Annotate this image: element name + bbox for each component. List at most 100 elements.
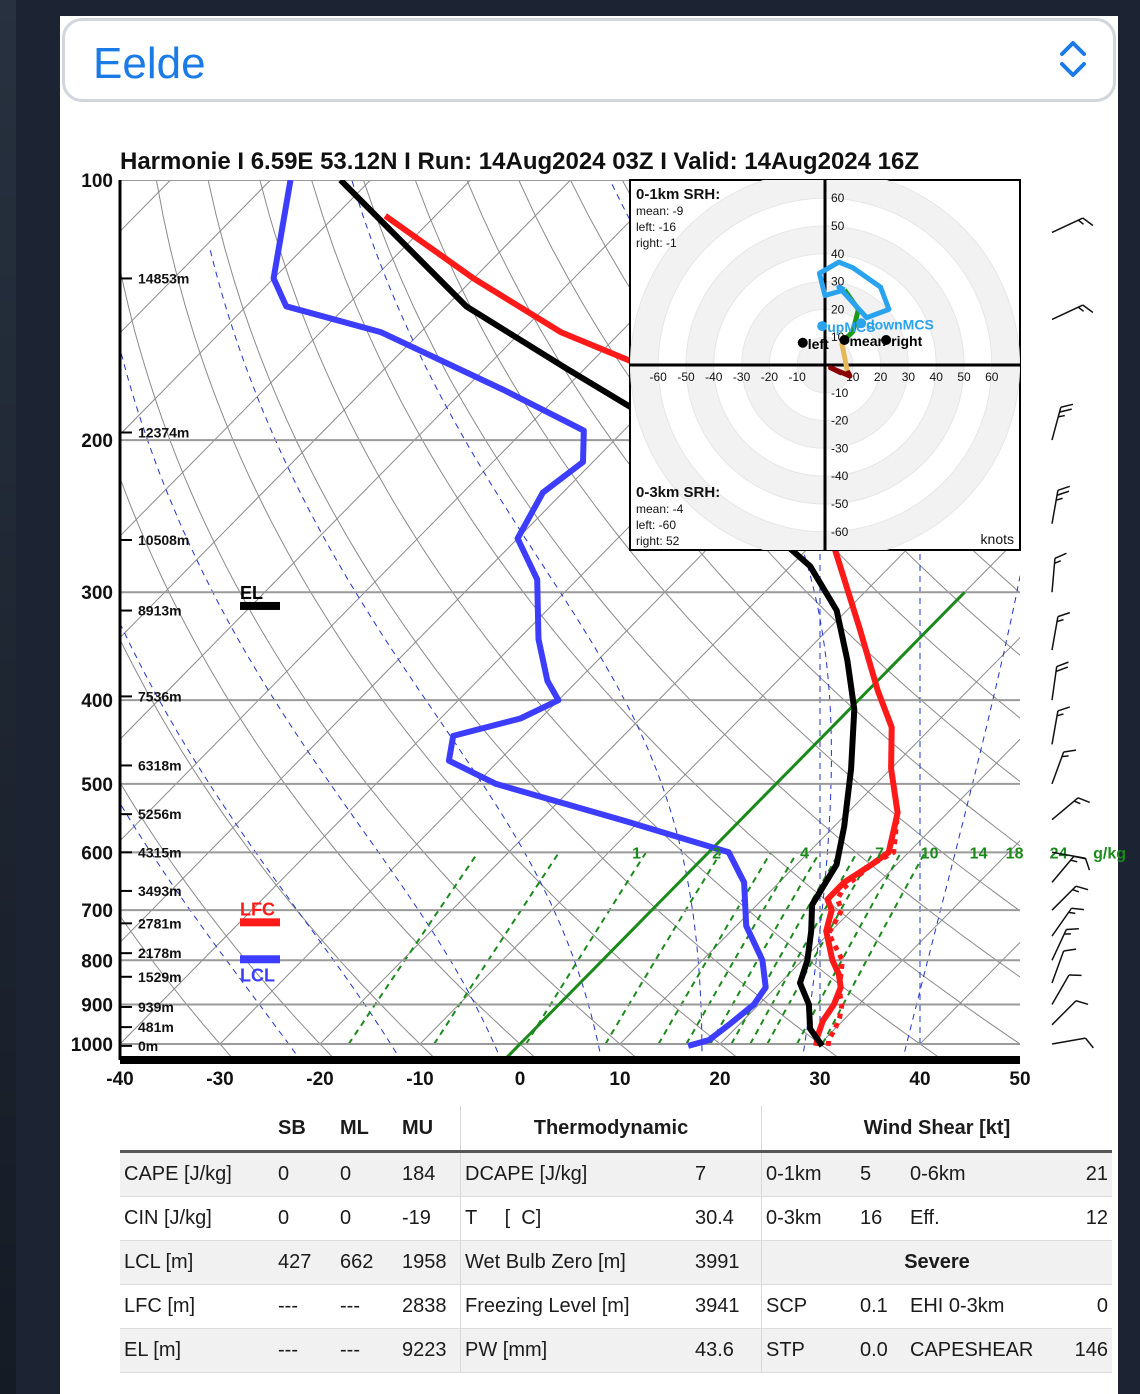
isotherm (419, 433, 1020, 1045)
pressure-tick-label: 400 (81, 691, 113, 712)
col-header-thermodynamic: Thermodynamic (460, 1106, 762, 1152)
pressure-tick-label: 100 (81, 171, 113, 192)
table-row: LCL [m] 427 662 1958 Wet Bulb Zero [m] 3… (120, 1240, 1112, 1285)
hodograph-u-tick: -20 (761, 370, 779, 384)
wind-barb (1051, 217, 1094, 234)
dry-adiabat (120, 638, 438, 1060)
mixing-ratio-line (525, 851, 647, 1045)
table-row: CIN [J/kg] 0 0 -19 T [ C] 30.4 0-3km 16 … (120, 1196, 1112, 1241)
dry-adiabat (1036, 180, 1140, 1062)
isotherm (120, 180, 471, 537)
dry-adiabat (120, 781, 337, 1060)
hodograph-u-tick: -50 (677, 370, 695, 384)
hodograph-v-tick: -30 (831, 441, 849, 455)
x-tick-label: 20 (709, 1069, 730, 1090)
srh-0-1km-right: right: -1 (636, 236, 677, 250)
table-row: EL [m] --- --- 9223 PW [mm] 43.6 STP 0.0… (120, 1328, 1112, 1373)
hodograph-v-tick: 30 (831, 275, 845, 289)
mixing-ratio-line (709, 851, 821, 1045)
dry-adiabat (414, 180, 1020, 912)
table-header-row: SB ML MU Thermodynamic Wind Shear [kt] (120, 1106, 1112, 1152)
isotherm (120, 180, 771, 842)
isotherm (120, 180, 571, 639)
hodograph-u-tick: -60 (650, 370, 668, 384)
wind-barb (1051, 1000, 1089, 1026)
height-tick-label: 2178m (138, 945, 182, 961)
hodograph-trace (828, 365, 853, 379)
wind-barb (1051, 907, 1085, 937)
wind-barb (1051, 855, 1087, 883)
mixing-ratio-label: 14 (970, 846, 988, 863)
isotherm (319, 332, 1020, 1045)
srh-0-1km-left: left: -16 (636, 220, 676, 234)
height-tick-label: 7536m (138, 688, 182, 704)
wind-barb (1051, 661, 1069, 701)
hodograph-u-tick: -10 (789, 370, 807, 384)
wind-barb (1051, 885, 1089, 911)
hodograph-u-tick: 20 (874, 370, 888, 384)
hodograph-marker-label: left (808, 336, 829, 352)
freezing-level-line (502, 591, 966, 1060)
mixing-ratio-label: 18 (1006, 846, 1024, 863)
height-tick-label: 5256m (138, 806, 182, 822)
col-header-mu: MU (402, 1116, 434, 1139)
moist-adiabat (120, 802, 301, 1060)
srh-0-3km-right: right: 52 (636, 534, 680, 548)
x-tick-label: 10 (609, 1069, 630, 1090)
height-tick-label: 0m (138, 1038, 158, 1054)
wind-barb (1051, 403, 1074, 441)
col-header-sb: SB (278, 1116, 306, 1139)
location-selector[interactable]: Eelde (62, 18, 1116, 102)
hodograph-u-tick: 60 (985, 370, 999, 384)
srh-0-3km-title: 0-3km SRH: (636, 484, 720, 501)
wind-barb (1051, 797, 1090, 821)
hodograph-v-tick: -40 (831, 469, 849, 483)
mixing-ratio-label: 2 (712, 846, 721, 863)
wind-barb (1051, 927, 1079, 961)
hodograph-u-tick: 40 (930, 370, 944, 384)
moist-adiabat (120, 622, 402, 1060)
height-tick-label: 4315m (138, 844, 182, 860)
x-tick-label: 50 (1009, 1069, 1030, 1090)
hodograph-marker-label: downMCS (866, 316, 934, 332)
moist-adiabat (120, 346, 502, 1060)
pressure-tick-label: 600 (81, 843, 113, 864)
mixing-ratio-label: 4 (800, 846, 809, 863)
pressure-tick-label: 900 (81, 995, 113, 1016)
dry-adiabat (120, 476, 539, 1060)
mixing-ratio-line (604, 851, 722, 1045)
height-tick-label: 8913m (138, 603, 182, 619)
mixing-ratio-label: 1 (632, 846, 641, 863)
dry-adiabat (207, 180, 843, 1060)
height-tick-label: 1529m (138, 969, 182, 985)
level-marker-lfc (240, 918, 280, 927)
isotherm (120, 180, 371, 436)
level-marker-lcl (240, 955, 280, 964)
location-selector-label: Eelde (93, 39, 206, 88)
chevron-updown-icon (1060, 41, 1086, 77)
hodograph-v-tick: 20 (831, 302, 845, 316)
hodograph-v-tick: -10 (831, 386, 849, 400)
srh-0-1km-title: 0-1km SRH: (636, 186, 720, 203)
height-tick-label: 481m (138, 1019, 174, 1035)
moist-adiabat (902, 573, 1020, 1060)
skewt-chart: -60-60-50-50-40-40-30-30-20-20-10-101010… (71, 148, 1140, 1090)
wind-barb (1051, 749, 1077, 785)
height-tick-label: 14853m (138, 270, 189, 286)
level-label-el: EL (240, 583, 263, 603)
background-left (0, 0, 16, 1394)
virtual-temperature-line (825, 812, 901, 1047)
hodograph-plot: -60-60-50-50-40-40-30-30-20-20-10-101010… (630, 180, 1020, 550)
pressure-tick-label: 800 (81, 951, 113, 972)
isotherm (619, 636, 1020, 1045)
hodograph-u-tick: -40 (705, 370, 723, 384)
height-tick-label: 2781m (138, 915, 182, 931)
severe-header: Severe (761, 1240, 1112, 1285)
pressure-tick-label: 700 (81, 901, 113, 922)
dewpoint-line (270, 180, 769, 1049)
x-tick-label: -20 (306, 1069, 333, 1090)
x-tick-label: 0 (515, 1069, 526, 1090)
hodograph-u-tick: 30 (902, 370, 916, 384)
dry-adiabat (120, 266, 640, 1060)
hodograph-v-tick: -60 (831, 525, 849, 539)
